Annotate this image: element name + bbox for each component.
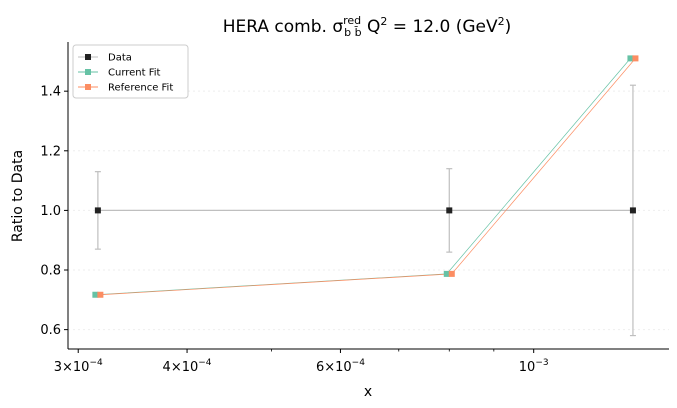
legend-swatch-marker xyxy=(85,54,91,60)
fit-point xyxy=(632,55,639,62)
fit-point xyxy=(92,291,99,298)
fit-point xyxy=(448,270,455,277)
legend-swatch-marker xyxy=(85,69,91,75)
fit-point xyxy=(443,270,450,277)
legend-label: Reference Fit xyxy=(108,83,173,94)
legend-box xyxy=(72,44,189,99)
y-ticks: 0.6 0.8 1.0 1.2 1.4 xyxy=(40,85,68,338)
x-ticks: 3×10−4 4×10−4 6×10−4 10−3 xyxy=(54,349,549,375)
legend: Data Current Fit Reference Fit xyxy=(72,44,189,99)
legend-label: Current Fit xyxy=(108,68,161,79)
legend-label: Data xyxy=(108,53,132,64)
y-tick-label: 0.6 xyxy=(40,323,61,338)
x-tick-label: 4×10−4 xyxy=(163,358,212,375)
fit-point xyxy=(97,291,104,298)
legend-swatch-marker xyxy=(85,84,91,90)
y-tick-label: 1.4 xyxy=(40,85,61,100)
y-tick-label: 0.8 xyxy=(40,264,61,279)
y-axis-label: Ratio to Data xyxy=(10,150,26,242)
x-tick-label: 10−3 xyxy=(519,358,549,375)
title-subscript: b b̄ xyxy=(344,26,361,39)
chart-title: HERA comb. σred b b̄ Q2 = 12.0 (GeV2) xyxy=(223,14,512,39)
title-superscript: red xyxy=(343,14,361,27)
y-tick-label: 1.0 xyxy=(40,204,61,219)
x-axis-label: x xyxy=(364,384,372,400)
data-point xyxy=(446,207,453,214)
fit-point xyxy=(627,55,634,62)
data-point xyxy=(94,207,101,214)
data-point xyxy=(629,207,636,214)
y-tick-label: 1.2 xyxy=(40,144,61,159)
series-layer xyxy=(92,55,639,337)
x-tick-label: 6×10−4 xyxy=(316,358,365,375)
x-tick-label: 3×10−4 xyxy=(54,358,103,375)
